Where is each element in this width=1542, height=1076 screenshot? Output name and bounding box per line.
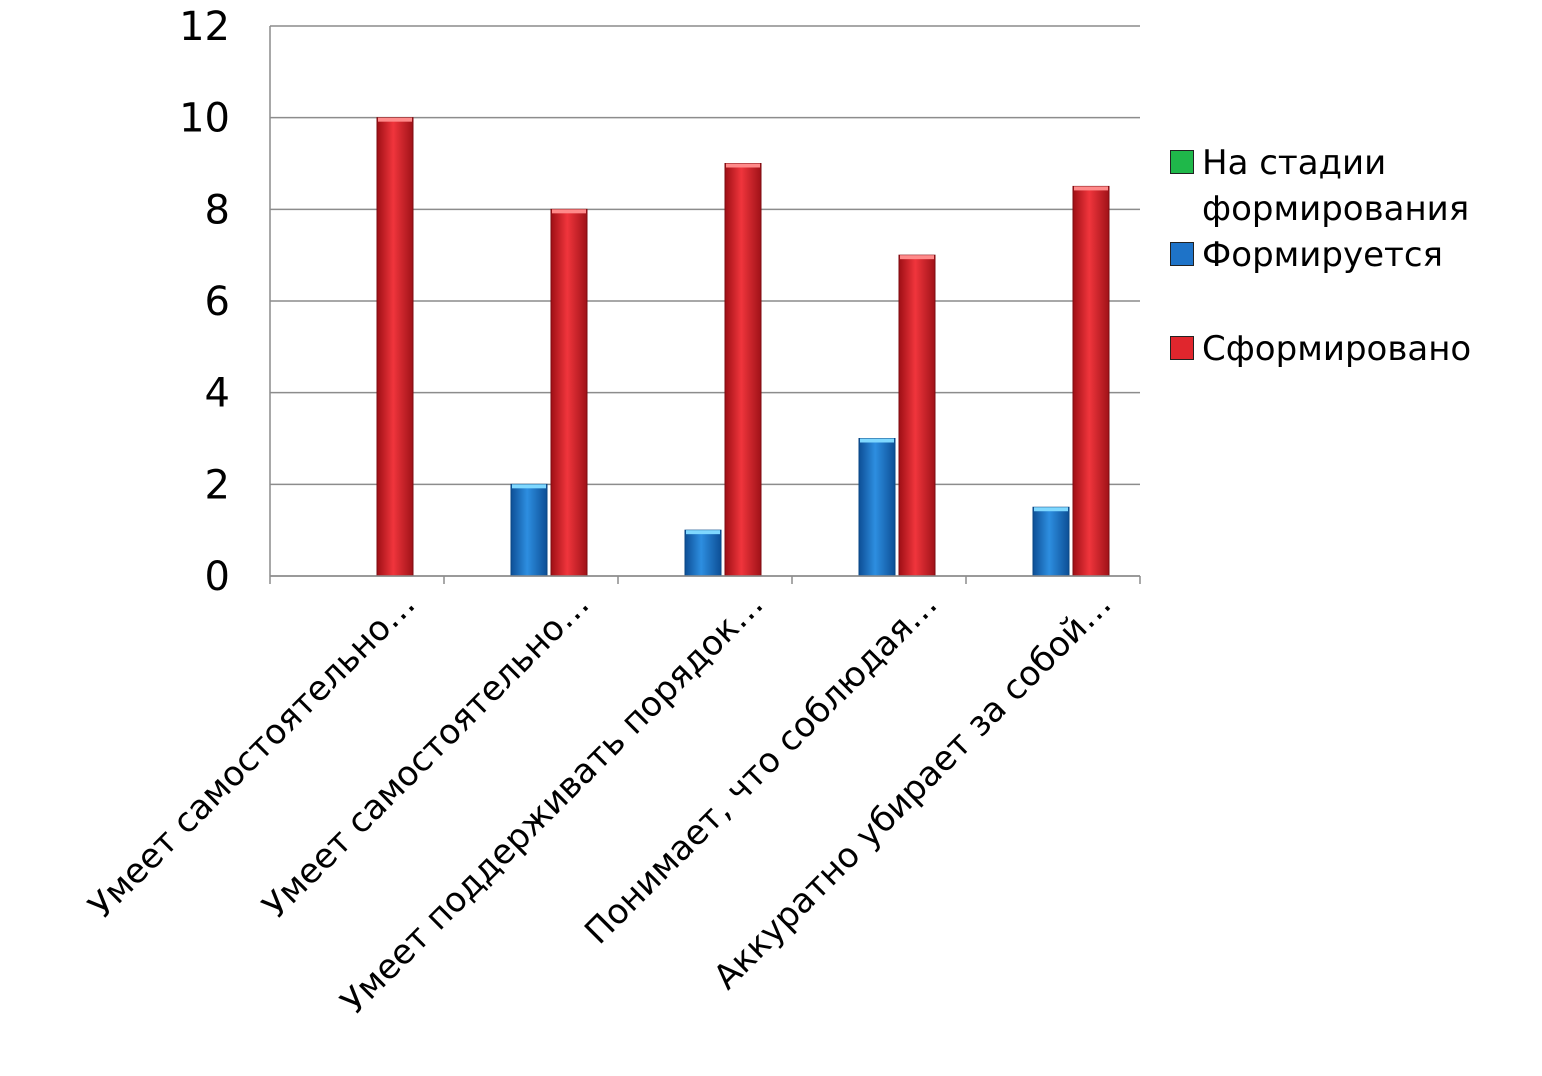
bar-sformirovano <box>898 254 936 577</box>
y-tick-label: 4 <box>205 371 230 417</box>
bar <box>898 254 936 577</box>
bar-highlight <box>1034 507 1068 512</box>
y-tick-label: 2 <box>205 462 230 508</box>
x-category-label: Умеет самостоятельно… <box>255 584 597 926</box>
legend-swatch <box>1170 242 1194 266</box>
legend-item: На стадии формирования <box>1170 140 1540 232</box>
bar-highlight <box>378 117 412 122</box>
bar-sformirovano <box>724 163 762 577</box>
y-tick-label: 8 <box>205 187 230 233</box>
bar-sformirovano <box>1072 185 1110 577</box>
legend-swatch <box>1170 336 1194 360</box>
bar <box>858 438 896 577</box>
y-tick-label: 12 <box>179 4 230 50</box>
bar <box>376 117 414 577</box>
bar-highlight <box>512 484 546 489</box>
y-tick-label: 6 <box>205 279 230 325</box>
bar-highlight <box>552 209 586 214</box>
y-tick-label: 0 <box>205 554 230 600</box>
bar-formiruetsya <box>684 529 722 577</box>
bar-formiruetsya <box>1032 506 1070 577</box>
bar <box>684 529 722 577</box>
x-category-label: Умеет самостоятельно… <box>81 584 423 926</box>
bar-highlight <box>860 438 894 443</box>
bar-formiruetsya <box>510 483 548 577</box>
legend-swatch <box>1170 150 1194 174</box>
legend-item: Формируется <box>1170 232 1540 278</box>
bar-highlight <box>900 255 934 260</box>
x-category-label: Понимает, что соблюдая… <box>577 584 945 952</box>
bar <box>724 163 762 577</box>
y-tick-label: 10 <box>179 96 230 142</box>
y-axis: 0 2 4 6 8 10 12 <box>179 4 271 600</box>
bar <box>1072 185 1110 577</box>
bar-highlight <box>686 530 720 535</box>
bar <box>550 208 588 577</box>
bar-sformirovano <box>550 208 588 577</box>
bar <box>1032 506 1070 577</box>
legend: На стадии формирования Формируется Сформир… <box>1170 140 1540 372</box>
legend-label: Формируется <box>1202 235 1443 275</box>
x-axis: Умеет самостоятельно…Умеет самостоятельн… <box>81 575 1141 1022</box>
bar-highlight <box>1074 186 1108 191</box>
bar <box>510 483 548 577</box>
legend-label: На стадии формирования <box>1202 143 1470 229</box>
legend-item: Сформировано <box>1170 326 1540 372</box>
bar-highlight <box>726 163 760 168</box>
legend-label: Сформировано <box>1202 329 1472 369</box>
bar-formiruetsya <box>858 438 896 577</box>
x-category-label: Аккуратно убирает за собой… <box>706 584 1119 997</box>
bar-sformirovano <box>376 117 414 577</box>
bars <box>376 117 1110 577</box>
gridlines <box>270 25 1140 577</box>
